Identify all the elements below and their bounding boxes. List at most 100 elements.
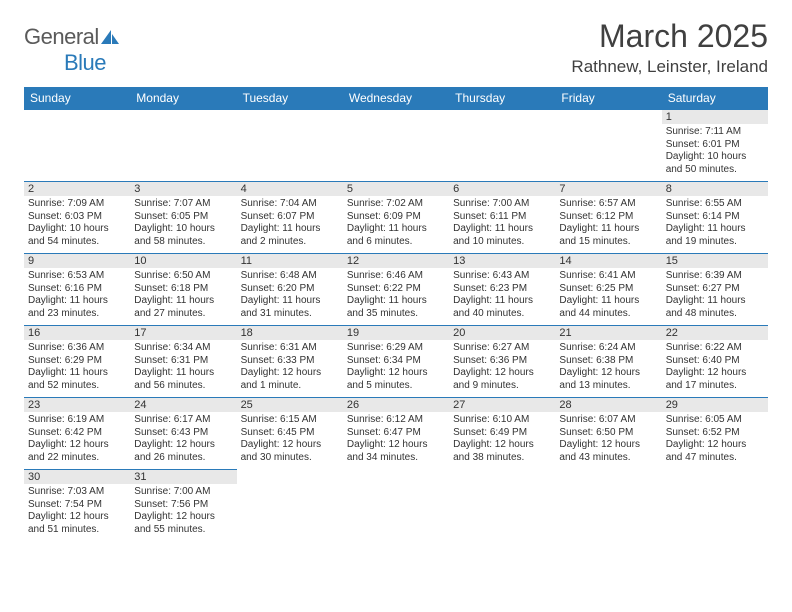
calendar-week-row: 23Sunrise: 6:19 AMSunset: 6:42 PMDayligh…: [24, 398, 768, 470]
calendar-week-row: 9Sunrise: 6:53 AMSunset: 6:16 PMDaylight…: [24, 254, 768, 326]
weekday-wed: Wednesday: [343, 87, 449, 110]
day-details: Sunrise: 6:29 AMSunset: 6:34 PMDaylight:…: [343, 340, 449, 394]
calendar-cell: [662, 470, 768, 542]
calendar-cell: [343, 470, 449, 542]
calendar-cell: 31Sunrise: 7:00 AMSunset: 7:56 PMDayligh…: [130, 470, 236, 542]
calendar-cell: [555, 470, 661, 542]
calendar-cell: 5Sunrise: 7:02 AMSunset: 6:09 PMDaylight…: [343, 182, 449, 254]
day-number: 13: [449, 254, 555, 268]
calendar-cell: [449, 110, 555, 182]
day-details: Sunrise: 6:24 AMSunset: 6:38 PMDaylight:…: [555, 340, 661, 394]
day-number: 29: [662, 398, 768, 412]
day-number: 16: [24, 326, 130, 340]
calendar-cell: [343, 110, 449, 182]
day-details: Sunrise: 6:53 AMSunset: 6:16 PMDaylight:…: [24, 268, 130, 322]
day-number: 6: [449, 182, 555, 196]
day-details: Sunrise: 7:00 AMSunset: 6:11 PMDaylight:…: [449, 196, 555, 250]
logo-sail-icon: [99, 24, 121, 49]
calendar-cell: [130, 110, 236, 182]
day-details: Sunrise: 6:55 AMSunset: 6:14 PMDaylight:…: [662, 196, 768, 250]
calendar-cell: [24, 110, 130, 182]
day-details: Sunrise: 6:43 AMSunset: 6:23 PMDaylight:…: [449, 268, 555, 322]
day-details: Sunrise: 6:31 AMSunset: 6:33 PMDaylight:…: [237, 340, 343, 394]
day-number: 11: [237, 254, 343, 268]
day-details: Sunrise: 6:41 AMSunset: 6:25 PMDaylight:…: [555, 268, 661, 322]
day-details: Sunrise: 6:48 AMSunset: 6:20 PMDaylight:…: [237, 268, 343, 322]
day-number: 28: [555, 398, 661, 412]
calendar-cell: 11Sunrise: 6:48 AMSunset: 6:20 PMDayligh…: [237, 254, 343, 326]
calendar-cell: 30Sunrise: 7:03 AMSunset: 7:54 PMDayligh…: [24, 470, 130, 542]
calendar-cell: 14Sunrise: 6:41 AMSunset: 6:25 PMDayligh…: [555, 254, 661, 326]
day-number: 18: [237, 326, 343, 340]
calendar-cell: 12Sunrise: 6:46 AMSunset: 6:22 PMDayligh…: [343, 254, 449, 326]
day-details: Sunrise: 7:11 AMSunset: 6:01 PMDaylight:…: [662, 124, 768, 178]
day-number: 19: [343, 326, 449, 340]
calendar-cell: 19Sunrise: 6:29 AMSunset: 6:34 PMDayligh…: [343, 326, 449, 398]
calendar-week-row: 30Sunrise: 7:03 AMSunset: 7:54 PMDayligh…: [24, 470, 768, 542]
day-number: 12: [343, 254, 449, 268]
day-details: Sunrise: 6:10 AMSunset: 6:49 PMDaylight:…: [449, 412, 555, 466]
day-details: Sunrise: 6:46 AMSunset: 6:22 PMDaylight:…: [343, 268, 449, 322]
calendar-cell: 13Sunrise: 6:43 AMSunset: 6:23 PMDayligh…: [449, 254, 555, 326]
calendar-cell: 1Sunrise: 7:11 AMSunset: 6:01 PMDaylight…: [662, 110, 768, 182]
calendar-cell: 27Sunrise: 6:10 AMSunset: 6:49 PMDayligh…: [449, 398, 555, 470]
day-details: Sunrise: 6:05 AMSunset: 6:52 PMDaylight:…: [662, 412, 768, 466]
day-number: 5: [343, 182, 449, 196]
calendar-cell: 28Sunrise: 6:07 AMSunset: 6:50 PMDayligh…: [555, 398, 661, 470]
day-details: Sunrise: 6:15 AMSunset: 6:45 PMDaylight:…: [237, 412, 343, 466]
calendar-cell: 10Sunrise: 6:50 AMSunset: 6:18 PMDayligh…: [130, 254, 236, 326]
calendar-cell: 2Sunrise: 7:09 AMSunset: 6:03 PMDaylight…: [24, 182, 130, 254]
day-number: 4: [237, 182, 343, 196]
weekday-sun: Sunday: [24, 87, 130, 110]
calendar-cell: 16Sunrise: 6:36 AMSunset: 6:29 PMDayligh…: [24, 326, 130, 398]
calendar-cell: 6Sunrise: 7:00 AMSunset: 6:11 PMDaylight…: [449, 182, 555, 254]
day-details: Sunrise: 6:34 AMSunset: 6:31 PMDaylight:…: [130, 340, 236, 394]
day-details: Sunrise: 7:03 AMSunset: 7:54 PMDaylight:…: [24, 484, 130, 538]
calendar-cell: 26Sunrise: 6:12 AMSunset: 6:47 PMDayligh…: [343, 398, 449, 470]
day-number: 17: [130, 326, 236, 340]
day-number: 10: [130, 254, 236, 268]
location: Rathnew, Leinster, Ireland: [571, 57, 768, 77]
calendar-cell: 25Sunrise: 6:15 AMSunset: 6:45 PMDayligh…: [237, 398, 343, 470]
day-details: Sunrise: 6:12 AMSunset: 6:47 PMDaylight:…: [343, 412, 449, 466]
day-details: Sunrise: 6:17 AMSunset: 6:43 PMDaylight:…: [130, 412, 236, 466]
day-details: Sunrise: 6:19 AMSunset: 6:42 PMDaylight:…: [24, 412, 130, 466]
weekday-mon: Monday: [130, 87, 236, 110]
calendar-cell: 8Sunrise: 6:55 AMSunset: 6:14 PMDaylight…: [662, 182, 768, 254]
day-number: 8: [662, 182, 768, 196]
calendar-cell: 15Sunrise: 6:39 AMSunset: 6:27 PMDayligh…: [662, 254, 768, 326]
day-number: 3: [130, 182, 236, 196]
calendar-cell: 22Sunrise: 6:22 AMSunset: 6:40 PMDayligh…: [662, 326, 768, 398]
logo-part1: General: [24, 24, 99, 49]
weekday-header-row: Sunday Monday Tuesday Wednesday Thursday…: [24, 87, 768, 110]
day-number: 22: [662, 326, 768, 340]
month-title: March 2025: [571, 18, 768, 55]
calendar-cell: 18Sunrise: 6:31 AMSunset: 6:33 PMDayligh…: [237, 326, 343, 398]
weekday-thu: Thursday: [449, 87, 555, 110]
day-details: Sunrise: 6:39 AMSunset: 6:27 PMDaylight:…: [662, 268, 768, 322]
weekday-sat: Saturday: [662, 87, 768, 110]
day-number: 1: [662, 110, 768, 124]
day-details: Sunrise: 6:07 AMSunset: 6:50 PMDaylight:…: [555, 412, 661, 466]
day-details: Sunrise: 7:04 AMSunset: 6:07 PMDaylight:…: [237, 196, 343, 250]
day-number: 26: [343, 398, 449, 412]
calendar-cell: [237, 110, 343, 182]
day-number: 15: [662, 254, 768, 268]
calendar-week-row: 16Sunrise: 6:36 AMSunset: 6:29 PMDayligh…: [24, 326, 768, 398]
calendar-table: Sunday Monday Tuesday Wednesday Thursday…: [24, 87, 768, 542]
calendar-cell: [449, 470, 555, 542]
day-number: 21: [555, 326, 661, 340]
day-details: Sunrise: 6:57 AMSunset: 6:12 PMDaylight:…: [555, 196, 661, 250]
logo-part2: Blue: [64, 50, 106, 75]
calendar-cell: 3Sunrise: 7:07 AMSunset: 6:05 PMDaylight…: [130, 182, 236, 254]
day-number: 14: [555, 254, 661, 268]
weekday-tue: Tuesday: [237, 87, 343, 110]
day-number: 27: [449, 398, 555, 412]
calendar-cell: 29Sunrise: 6:05 AMSunset: 6:52 PMDayligh…: [662, 398, 768, 470]
calendar-cell: [237, 470, 343, 542]
day-details: Sunrise: 6:22 AMSunset: 6:40 PMDaylight:…: [662, 340, 768, 394]
day-number: 23: [24, 398, 130, 412]
day-number: 30: [24, 470, 130, 484]
calendar-cell: 20Sunrise: 6:27 AMSunset: 6:36 PMDayligh…: [449, 326, 555, 398]
calendar-cell: 24Sunrise: 6:17 AMSunset: 6:43 PMDayligh…: [130, 398, 236, 470]
